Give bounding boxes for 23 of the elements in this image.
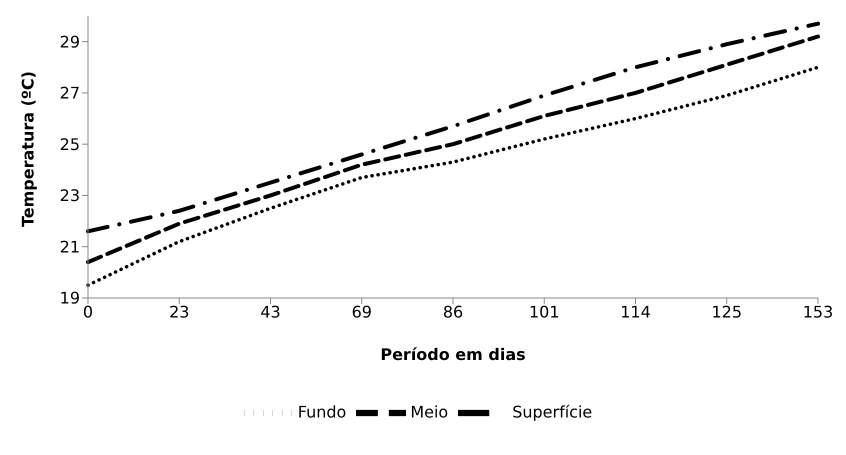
line-series xyxy=(86,66,820,287)
x-tick-label: 0 xyxy=(82,302,94,322)
line-series xyxy=(86,22,820,234)
x-axis-title: Período em dias xyxy=(380,345,526,364)
y-axis-title: Temperatura (ºC) xyxy=(18,71,38,227)
y-tick-label: 19 xyxy=(60,288,80,308)
legend-label: Fundo xyxy=(298,402,346,422)
x-tick-label: 153 xyxy=(802,302,834,322)
line-series xyxy=(86,34,820,264)
x-tick-label: 69 xyxy=(352,302,372,322)
legend-label: Meio xyxy=(410,402,448,422)
legend-label: Superfície xyxy=(512,402,592,422)
x-tick-label: 43 xyxy=(260,302,281,322)
x-tick-label: 114 xyxy=(620,302,651,322)
x-tick-label: 23 xyxy=(169,302,190,322)
y-tick-label: 29 xyxy=(60,32,80,52)
y-tick-label: 27 xyxy=(60,84,80,103)
x-tick-label: 86 xyxy=(442,302,464,322)
y-tick-label: 25 xyxy=(60,134,80,154)
y-tick-label: 23 xyxy=(60,186,80,206)
x-tick-label: 125 xyxy=(711,302,742,322)
y-tick-label: 21 xyxy=(60,237,80,256)
x-tick-label: 101 xyxy=(528,302,560,322)
